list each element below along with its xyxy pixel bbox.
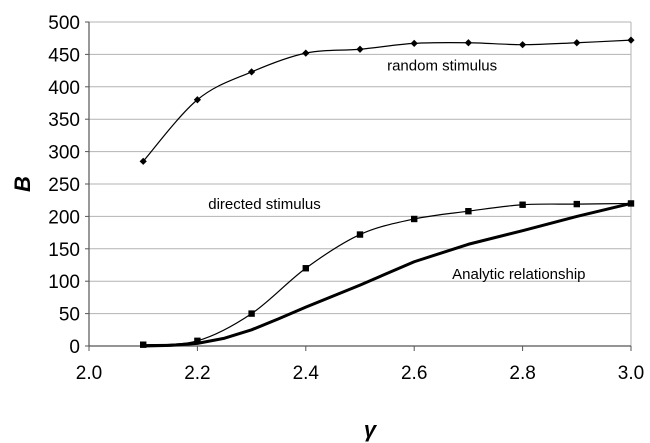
y-axis-title: B: [10, 176, 35, 192]
directed-stimulus-point: [248, 310, 255, 317]
random-stimulus-point: [464, 39, 472, 47]
x-tick-label: 2.4: [293, 363, 320, 384]
analytic-relationship-line: [141, 201, 633, 348]
y-tick-label: 450: [48, 45, 80, 66]
x-tick-label: 2.6: [401, 363, 427, 384]
x-tick-label: 3.0: [618, 363, 644, 384]
directed-stimulus-label: directed stimulus: [208, 196, 321, 213]
random-stimulus-point: [573, 39, 581, 47]
x-tick-label: 2.2: [184, 363, 210, 384]
series-labels: random stimulus directed stimulus Analytic…: [208, 57, 585, 283]
y-tick-label: 0: [69, 337, 80, 358]
y-tick-label: 400: [48, 78, 80, 99]
random-stimulus-point: [627, 36, 635, 44]
grid-lines: [89, 21, 632, 346]
y-tick-label: 250: [48, 175, 80, 196]
directed-stimulus-point: [356, 231, 364, 238]
directed-stimulus-point: [411, 215, 418, 223]
y-tick-label: 300: [48, 143, 80, 164]
axes: [85, 21, 632, 351]
random-stimulus-point: [193, 96, 201, 104]
random-stimulus-point: [248, 68, 256, 76]
directed-stimulus-point: [465, 208, 472, 215]
y-tick-label: 150: [48, 240, 80, 261]
random-stimulus-label: random stimulus: [387, 57, 497, 74]
directed-stimulus-line: [142, 202, 632, 346]
y-tick-label: 100: [48, 272, 80, 293]
x-tick-labels: 2.0 2.2 2.4 2.6 2.8 3.0: [76, 363, 644, 384]
y-tick-label: 500: [48, 13, 80, 34]
random-stimulus-point: [356, 45, 364, 53]
directed-stimulus-point: [302, 265, 309, 272]
random-stimulus-point: [519, 41, 527, 49]
y-tick-labels: 0 50 100 150 200 250 300 350 400 450 500: [48, 13, 80, 358]
x-tick-label: 2.8: [509, 363, 535, 384]
data-series: [139, 36, 635, 348]
random-stimulus-point: [302, 49, 310, 57]
y-tick-label: 350: [48, 110, 80, 131]
directed-stimulus-point: [573, 200, 580, 208]
y-tick-label: 50: [59, 305, 80, 326]
random-stimulus-point: [410, 39, 418, 47]
analytic-relationship-label: Analytic relationship: [452, 266, 585, 283]
directed-stimulus-point: [519, 201, 526, 208]
directed-stimulus-point: [194, 337, 201, 345]
y-tick-label: 200: [48, 207, 80, 228]
random-stimulus-line: [142, 39, 632, 162]
x-tick-label: 2.0: [76, 363, 102, 384]
x-axis-title: γ: [364, 417, 378, 442]
random-stimulus-point: [139, 157, 147, 165]
